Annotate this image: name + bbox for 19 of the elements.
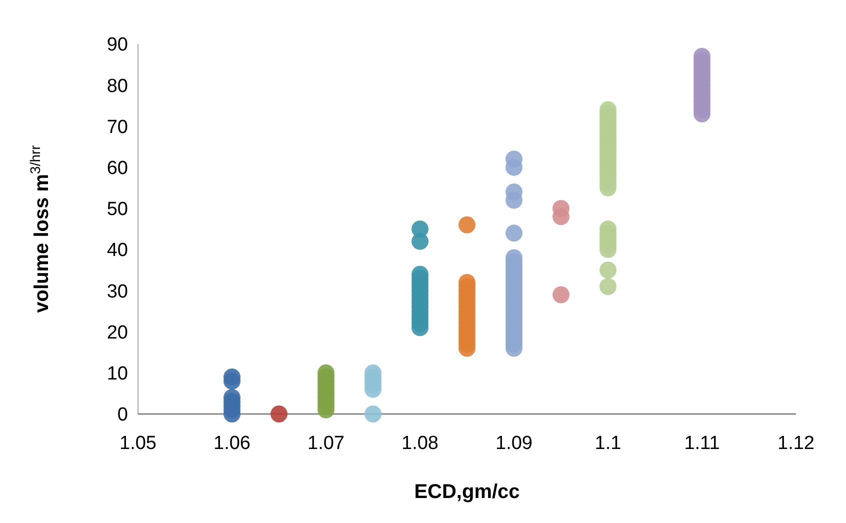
y-tick-label: 0 xyxy=(117,404,128,426)
x-tick-label: 1.11 xyxy=(684,433,720,454)
y-tick-label: 10 xyxy=(106,364,128,385)
x-tick-label: 1.08 xyxy=(402,433,438,454)
y-tick-label: 60 xyxy=(106,158,128,179)
y-tick-label: 20 xyxy=(106,322,128,344)
y-tick-label: 70 xyxy=(106,116,128,138)
y-tick-label: 40 xyxy=(106,240,128,262)
x-tick-label: 1.1 xyxy=(594,433,622,454)
x-axis-title: ECD,gm/cc xyxy=(414,481,520,503)
x-tick-label: 1.07 xyxy=(308,433,344,454)
x-tick-label: 1.09 xyxy=(496,433,532,454)
x-tick-label: 1.12 xyxy=(778,433,814,454)
y-tick-label: 90 xyxy=(106,34,128,56)
x-tick-label: 1.06 xyxy=(214,433,250,454)
y-tick-label: 30 xyxy=(106,281,128,302)
x-tick-label: 1.05 xyxy=(120,433,156,454)
y-tick-label: 80 xyxy=(106,76,128,97)
y-tick-label: 50 xyxy=(106,199,128,220)
